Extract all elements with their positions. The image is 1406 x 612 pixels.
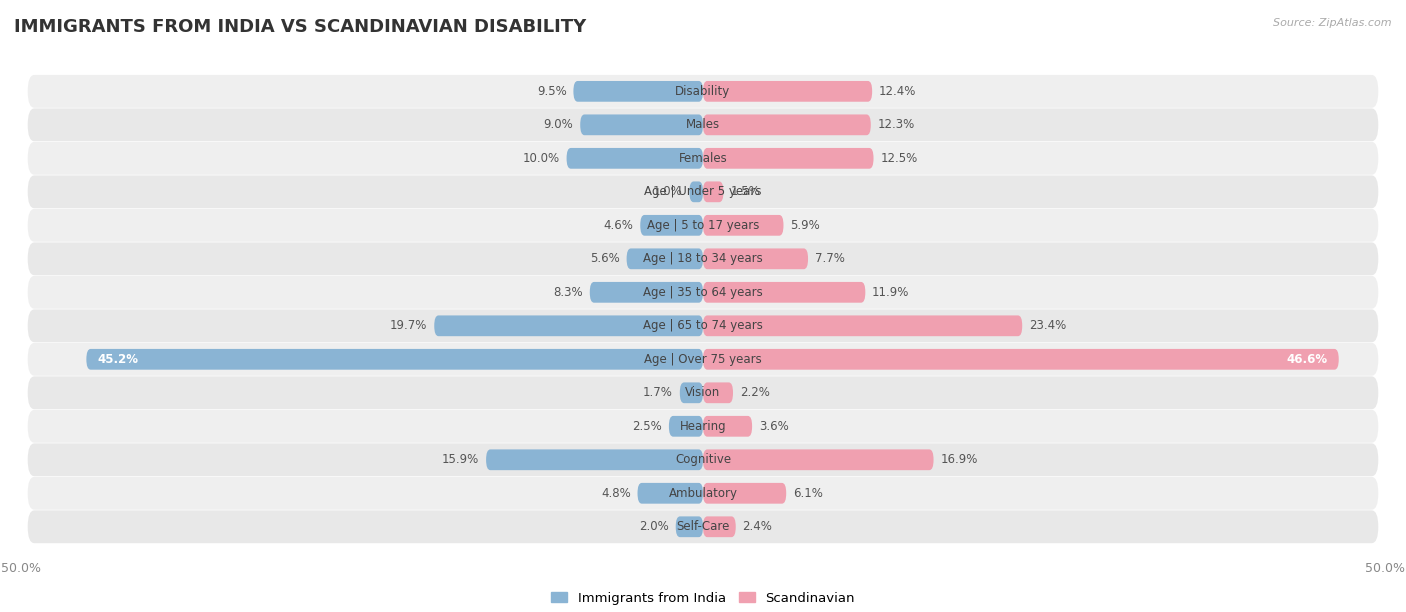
Text: 46.6%: 46.6%	[1286, 353, 1327, 366]
FancyBboxPatch shape	[669, 416, 703, 437]
FancyBboxPatch shape	[640, 215, 703, 236]
Text: Age | 5 to 17 years: Age | 5 to 17 years	[647, 219, 759, 232]
FancyBboxPatch shape	[28, 410, 1378, 442]
Text: 3.6%: 3.6%	[759, 420, 789, 433]
Text: 2.0%: 2.0%	[640, 520, 669, 533]
FancyBboxPatch shape	[703, 382, 733, 403]
FancyBboxPatch shape	[703, 81, 872, 102]
FancyBboxPatch shape	[703, 315, 1022, 336]
Text: Cognitive: Cognitive	[675, 453, 731, 466]
Text: Disability: Disability	[675, 85, 731, 98]
Text: 2.5%: 2.5%	[633, 420, 662, 433]
FancyBboxPatch shape	[28, 443, 1378, 476]
FancyBboxPatch shape	[28, 176, 1378, 208]
Text: 16.9%: 16.9%	[941, 453, 977, 466]
Text: 12.4%: 12.4%	[879, 85, 917, 98]
Text: 5.9%: 5.9%	[790, 219, 820, 232]
FancyBboxPatch shape	[28, 209, 1378, 242]
Text: IMMIGRANTS FROM INDIA VS SCANDINAVIAN DISABILITY: IMMIGRANTS FROM INDIA VS SCANDINAVIAN DI…	[14, 18, 586, 36]
FancyBboxPatch shape	[703, 215, 783, 236]
FancyBboxPatch shape	[28, 310, 1378, 342]
FancyBboxPatch shape	[28, 510, 1378, 543]
Text: 4.8%: 4.8%	[600, 487, 631, 500]
FancyBboxPatch shape	[676, 517, 703, 537]
Text: 1.7%: 1.7%	[643, 386, 673, 399]
Text: 1.5%: 1.5%	[730, 185, 761, 198]
FancyBboxPatch shape	[703, 282, 865, 303]
Text: 2.2%: 2.2%	[740, 386, 769, 399]
Text: 9.5%: 9.5%	[537, 85, 567, 98]
Text: Age | 35 to 64 years: Age | 35 to 64 years	[643, 286, 763, 299]
Text: Hearing: Hearing	[679, 420, 727, 433]
Text: 23.4%: 23.4%	[1029, 319, 1066, 332]
FancyBboxPatch shape	[28, 75, 1378, 108]
Text: 19.7%: 19.7%	[389, 319, 427, 332]
FancyBboxPatch shape	[581, 114, 703, 135]
Text: 7.7%: 7.7%	[815, 252, 845, 266]
FancyBboxPatch shape	[28, 108, 1378, 141]
Text: Males: Males	[686, 118, 720, 132]
Text: Age | Under 5 years: Age | Under 5 years	[644, 185, 762, 198]
Text: 2.4%: 2.4%	[742, 520, 772, 533]
Text: Vision: Vision	[685, 386, 721, 399]
Text: 12.3%: 12.3%	[877, 118, 915, 132]
FancyBboxPatch shape	[28, 343, 1378, 376]
Text: 12.5%: 12.5%	[880, 152, 918, 165]
Text: 10.0%: 10.0%	[523, 152, 560, 165]
Text: Age | 18 to 34 years: Age | 18 to 34 years	[643, 252, 763, 266]
Text: Age | 65 to 74 years: Age | 65 to 74 years	[643, 319, 763, 332]
Text: Ambulatory: Ambulatory	[668, 487, 738, 500]
Text: 9.0%: 9.0%	[544, 118, 574, 132]
FancyBboxPatch shape	[567, 148, 703, 169]
Text: Age | Over 75 years: Age | Over 75 years	[644, 353, 762, 366]
FancyBboxPatch shape	[28, 376, 1378, 409]
Text: 5.6%: 5.6%	[591, 252, 620, 266]
FancyBboxPatch shape	[28, 242, 1378, 275]
FancyBboxPatch shape	[28, 142, 1378, 175]
FancyBboxPatch shape	[703, 416, 752, 437]
FancyBboxPatch shape	[28, 477, 1378, 510]
Text: 4.6%: 4.6%	[603, 219, 634, 232]
FancyBboxPatch shape	[86, 349, 703, 370]
Text: 11.9%: 11.9%	[872, 286, 910, 299]
Text: 15.9%: 15.9%	[441, 453, 479, 466]
FancyBboxPatch shape	[434, 315, 703, 336]
Text: Females: Females	[679, 152, 727, 165]
FancyBboxPatch shape	[703, 114, 870, 135]
Text: 45.2%: 45.2%	[97, 353, 138, 366]
FancyBboxPatch shape	[703, 181, 724, 202]
FancyBboxPatch shape	[703, 148, 873, 169]
Text: 6.1%: 6.1%	[793, 487, 823, 500]
FancyBboxPatch shape	[689, 181, 703, 202]
Text: 1.0%: 1.0%	[652, 185, 682, 198]
FancyBboxPatch shape	[637, 483, 703, 504]
FancyBboxPatch shape	[486, 449, 703, 470]
FancyBboxPatch shape	[703, 248, 808, 269]
FancyBboxPatch shape	[681, 382, 703, 403]
Text: Source: ZipAtlas.com: Source: ZipAtlas.com	[1274, 18, 1392, 28]
Text: 8.3%: 8.3%	[554, 286, 583, 299]
FancyBboxPatch shape	[703, 483, 786, 504]
Text: Self-Care: Self-Care	[676, 520, 730, 533]
FancyBboxPatch shape	[574, 81, 703, 102]
FancyBboxPatch shape	[589, 282, 703, 303]
FancyBboxPatch shape	[28, 276, 1378, 308]
FancyBboxPatch shape	[703, 517, 735, 537]
FancyBboxPatch shape	[703, 349, 1339, 370]
Legend: Immigrants from India, Scandinavian: Immigrants from India, Scandinavian	[546, 586, 860, 610]
FancyBboxPatch shape	[627, 248, 703, 269]
FancyBboxPatch shape	[703, 449, 934, 470]
